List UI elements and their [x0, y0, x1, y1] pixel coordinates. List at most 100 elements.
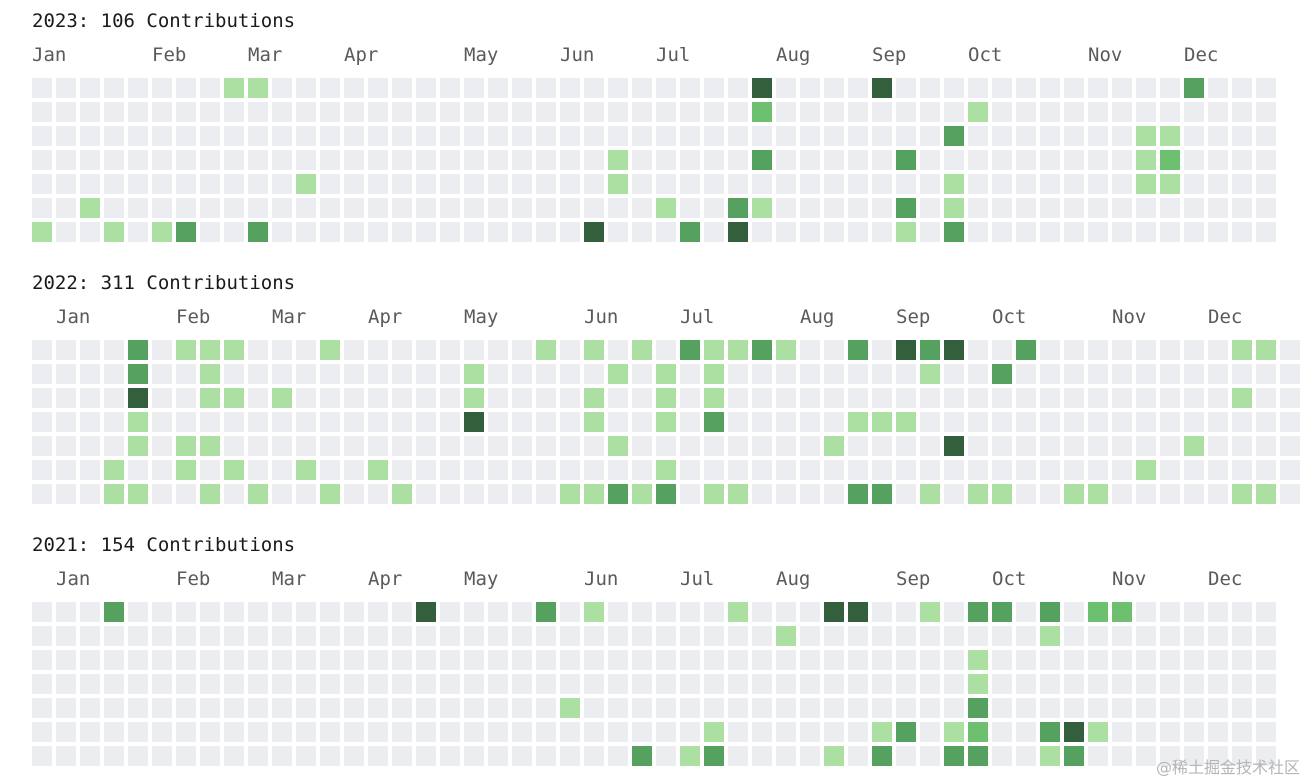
contribution-cell [512, 436, 532, 456]
contribution-cell [1208, 364, 1228, 384]
contribution-cell [1208, 698, 1228, 718]
contribution-cell [248, 460, 268, 480]
contribution-cell [32, 388, 52, 408]
contribution-cell [248, 222, 268, 242]
contribution-cell [992, 484, 1012, 504]
contribution-cell [392, 364, 412, 384]
contribution-cell [1184, 340, 1204, 360]
contribution-cell [968, 174, 988, 194]
contribution-cell [704, 484, 724, 504]
contribution-cell [1064, 484, 1084, 504]
contribution-cell [440, 650, 460, 670]
contribution-cell [200, 174, 220, 194]
contribution-cell [1232, 436, 1252, 456]
contribution-cell [320, 126, 340, 146]
contribution-cell [1208, 746, 1228, 766]
contribution-cell [1160, 746, 1180, 766]
contribution-cell [320, 602, 340, 622]
contribution-cell [776, 222, 796, 242]
contribution-cell [1064, 602, 1084, 622]
contribution-cell [1280, 364, 1300, 384]
contribution-cell [728, 78, 748, 98]
contribution-cell [920, 126, 940, 146]
contribution-cell [824, 412, 844, 432]
contribution-cell [176, 460, 196, 480]
contribution-cell [488, 602, 508, 622]
contribution-cell [1136, 150, 1156, 170]
contribution-cell [632, 412, 652, 432]
contribution-cell [536, 460, 556, 480]
contribution-cell [704, 174, 724, 194]
contribution-cell [1256, 150, 1276, 170]
contribution-cell [512, 484, 532, 504]
contribution-cell [440, 412, 460, 432]
contribution-cell [896, 150, 916, 170]
contribution-cell [1136, 388, 1156, 408]
contribution-cell [416, 650, 436, 670]
month-label-mar: Mar [248, 44, 283, 66]
contribution-cell [392, 150, 412, 170]
contribution-cell [200, 626, 220, 646]
contribution-cell [872, 340, 892, 360]
contribution-cell [488, 650, 508, 670]
contribution-cell [176, 484, 196, 504]
contribution-cell [752, 412, 772, 432]
contribution-cell [560, 364, 580, 384]
contribution-cell [488, 222, 508, 242]
contribution-cell [872, 722, 892, 742]
contribution-cell [944, 746, 964, 766]
contribution-cell [224, 650, 244, 670]
contribution-cell [488, 674, 508, 694]
contribution-cell [1232, 388, 1252, 408]
contribution-cell [656, 484, 676, 504]
contribution-cell [608, 198, 628, 218]
contribution-cell [824, 150, 844, 170]
contribution-cell [200, 484, 220, 504]
contribution-cell [680, 674, 700, 694]
contribution-cell [896, 126, 916, 146]
contribution-cell [872, 674, 892, 694]
contribution-cell [920, 412, 940, 432]
contribution-cell [608, 746, 628, 766]
contribution-cell [584, 78, 604, 98]
contribution-cell [608, 364, 628, 384]
contribution-cell [296, 484, 316, 504]
contribution-cell [1064, 364, 1084, 384]
month-label-aug: Aug [800, 306, 835, 328]
contribution-cell [272, 746, 292, 766]
contribution-cell [1136, 436, 1156, 456]
contribution-cell [896, 78, 916, 98]
contribution-cell [440, 222, 460, 242]
contribution-cell [752, 460, 772, 480]
contribution-cell [704, 626, 724, 646]
contribution-cell [368, 602, 388, 622]
contribution-cell [728, 364, 748, 384]
contribution-cell [104, 602, 124, 622]
contribution-cell [464, 436, 484, 456]
contribution-cell [488, 746, 508, 766]
contribution-cell [224, 340, 244, 360]
contribution-cell [272, 436, 292, 456]
contribution-cell [248, 388, 268, 408]
contribution-cell [1184, 460, 1204, 480]
contribution-cell [704, 222, 724, 242]
contribution-cell [920, 78, 940, 98]
contribution-cell [752, 102, 772, 122]
contribution-cell [512, 626, 532, 646]
contribution-cell [1088, 698, 1108, 718]
contribution-cell [800, 126, 820, 146]
contribution-cell [776, 436, 796, 456]
contribution-cell [896, 460, 916, 480]
contribution-cell [824, 460, 844, 480]
contribution-cell [200, 436, 220, 456]
contribution-cell [416, 150, 436, 170]
contribution-cell [1208, 484, 1228, 504]
contribution-cell [416, 198, 436, 218]
contribution-cell [320, 674, 340, 694]
month-label-aug: Aug [776, 44, 811, 66]
year-title: 2022: 311 Contributions [32, 272, 296, 294]
contribution-cell [896, 650, 916, 670]
contribution-cell [488, 626, 508, 646]
contribution-cell [416, 412, 436, 432]
contribution-cell [608, 460, 628, 480]
